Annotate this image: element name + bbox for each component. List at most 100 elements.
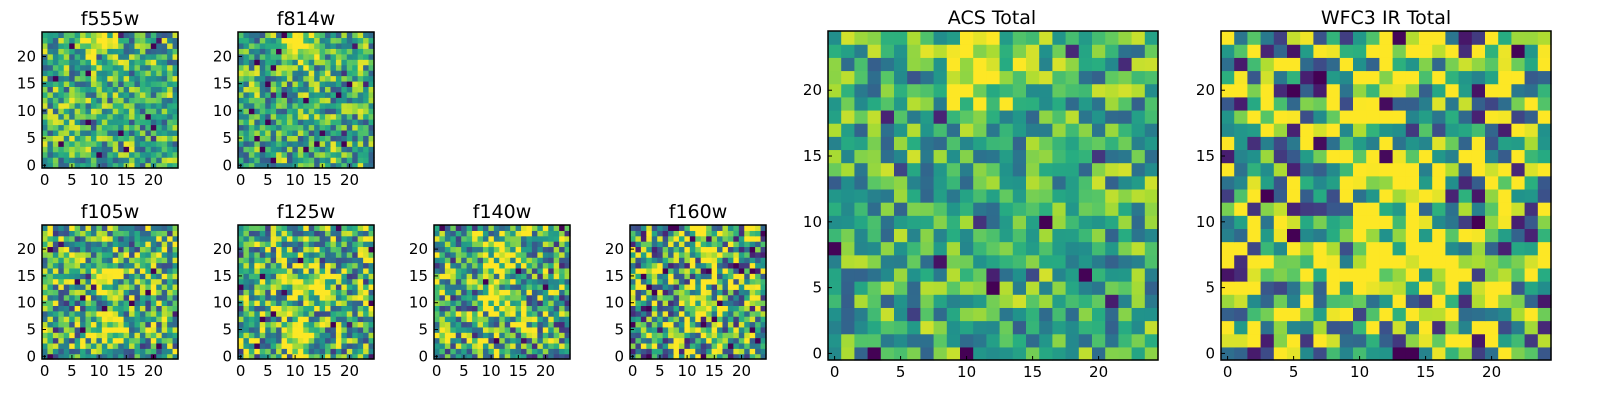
- heatmap-cell: [297, 310, 304, 317]
- heatmap-cell: [894, 149, 908, 164]
- heatmap-cell: [276, 267, 283, 274]
- heatmap-cell: [172, 129, 179, 136]
- heatmap-cell: [727, 262, 734, 269]
- heatmap-cell: [335, 230, 342, 237]
- heatmap-cell: [308, 267, 315, 274]
- heatmap-cell: [711, 348, 718, 355]
- heatmap-cell: [722, 230, 729, 237]
- heatmap-cell: [717, 310, 724, 317]
- heatmap-cell: [363, 241, 370, 248]
- heatmap-cell: [657, 289, 664, 296]
- heatmap-cell: [673, 251, 680, 258]
- heatmap-cell: [341, 37, 348, 44]
- heatmap-cell: [90, 86, 97, 93]
- heatmap-cell: [276, 294, 283, 301]
- heatmap-cell: [281, 70, 288, 77]
- heatmap-cell: [526, 257, 533, 264]
- heatmap-cell: [749, 310, 756, 317]
- heatmap-cell: [828, 281, 842, 295]
- heatmap-cell: [265, 102, 272, 109]
- heatmap-cell: [689, 321, 696, 328]
- heatmap-cell: [346, 42, 353, 49]
- heatmap-cell: [63, 251, 70, 258]
- heatmap-cell: [1392, 162, 1407, 177]
- heatmap-cell: [1052, 188, 1067, 203]
- heatmap-cell: [341, 135, 348, 142]
- heatmap-cell: [1012, 149, 1027, 164]
- heatmap-cell: [101, 108, 108, 115]
- heatmap-cell: [828, 44, 842, 58]
- heatmap-cell: [85, 140, 92, 147]
- heatmap-cell: [973, 57, 987, 72]
- heatmap-cell: [42, 124, 49, 131]
- heatmap-cell: [47, 108, 54, 115]
- heatmap-cell: [635, 283, 642, 290]
- x-tick-label: 5: [263, 171, 273, 189]
- heatmap-cell: [1012, 175, 1027, 190]
- heatmap-cell: [319, 64, 326, 71]
- heatmap-cell: [96, 124, 103, 131]
- heatmap-cell: [42, 267, 49, 274]
- heatmap-cell: [112, 300, 119, 306]
- heatmap-cell: [999, 307, 1014, 322]
- heatmap-cell: [1392, 281, 1407, 295]
- heatmap-cell: [828, 83, 842, 98]
- heatmap-cell: [695, 251, 702, 258]
- heatmap-cell: [1287, 333, 1301, 348]
- heatmap-cell: [63, 53, 70, 60]
- heatmap-cell: [722, 225, 729, 231]
- heatmap-cell: [341, 42, 348, 49]
- heatmap-cell: [286, 305, 293, 312]
- heatmap-cell: [150, 305, 157, 312]
- heatmap-cell: [129, 113, 136, 120]
- heatmap-cell: [1247, 175, 1262, 190]
- heatmap-cell: [662, 273, 669, 280]
- heatmap-cell: [172, 48, 179, 55]
- heatmap-cell: [346, 75, 353, 82]
- heatmap-cell: [749, 348, 756, 355]
- heatmap-cell: [167, 37, 174, 44]
- heatmap-cell: [482, 246, 489, 253]
- heatmap-cell: [738, 241, 745, 248]
- heatmap-cell: [63, 267, 70, 274]
- heatmap-cell: [1313, 346, 1328, 361]
- heatmap-cell: [1353, 333, 1367, 348]
- heatmap-cell: [662, 267, 669, 274]
- heatmap-cell: [1366, 294, 1380, 308]
- heatmap-cell: [107, 353, 114, 360]
- heatmap-cell: [526, 337, 533, 344]
- heatmap-cell: [161, 241, 168, 248]
- heatmap-cell: [1405, 149, 1420, 164]
- heatmap-cell: [510, 283, 517, 290]
- heatmap-cell: [1326, 267, 1341, 282]
- heatmap-cell: [330, 53, 337, 60]
- heatmap-cell: [248, 129, 255, 136]
- heatmap-cell: [646, 353, 653, 360]
- heatmap-cell: [74, 326, 81, 333]
- heatmap-cell: [281, 146, 288, 153]
- heatmap-cell: [363, 257, 370, 264]
- heatmap-cell: [303, 80, 310, 87]
- heatmap-cell: [172, 91, 179, 98]
- heatmap-cell: [101, 267, 108, 274]
- heatmap-cell: [907, 254, 921, 269]
- heatmap-cell: [42, 64, 49, 71]
- heatmap-cell: [319, 305, 326, 312]
- heatmap-cell: [270, 294, 277, 301]
- heatmap-cell: [243, 108, 250, 115]
- heatmap-cell: [286, 75, 293, 82]
- heatmap-cell: [85, 251, 92, 258]
- heatmap-cell: [52, 37, 59, 44]
- heatmap-cell: [129, 129, 136, 136]
- heatmap-cell: [167, 305, 174, 312]
- heatmap-cell: [58, 80, 65, 87]
- heatmap-cell: [668, 300, 675, 306]
- heatmap-cell: [1118, 281, 1133, 295]
- heatmap-cell: [286, 283, 293, 290]
- heatmap-cell: [749, 342, 756, 349]
- heatmap-cell: [755, 246, 762, 253]
- heatmap-cell: [482, 283, 489, 290]
- heatmap-cell: [90, 64, 97, 71]
- heatmap-cell: [335, 140, 342, 147]
- heatmap-cell: [150, 64, 157, 71]
